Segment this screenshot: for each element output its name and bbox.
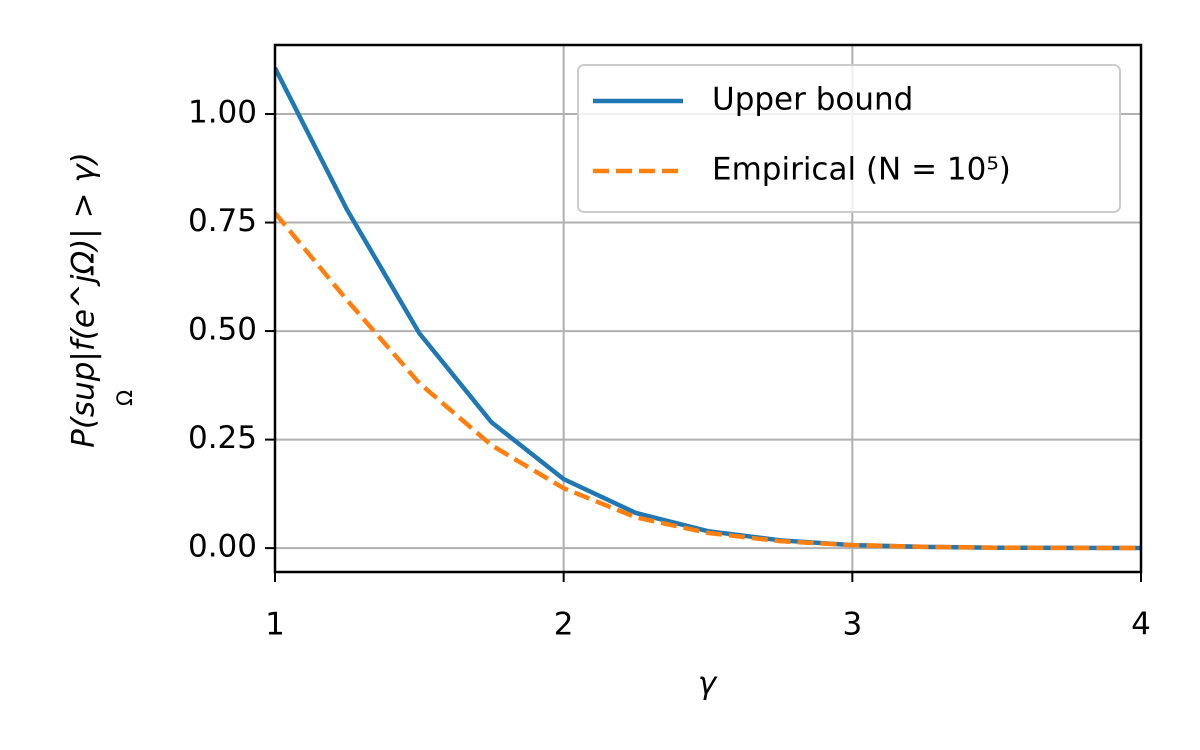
y-tick-label: 0.00 (188, 529, 257, 565)
y-tick-label: 0.75 (188, 203, 257, 239)
y-tick-label: 0.50 (188, 312, 257, 348)
y-axis-label-subscript: Ω (113, 390, 137, 406)
y-axis-label-group: P(sup|f(e^jΩ)| > γ) (66, 152, 102, 448)
plot-frame (273, 43, 1143, 574)
y-tick-label: 1.00 (188, 95, 257, 131)
legend-label: Upper bound (712, 82, 913, 118)
y-axis-label-sub-group: Ω (113, 390, 137, 406)
y-tick-label: 0.25 (188, 420, 257, 456)
y-axis-label: P(sup|f(e^jΩ)| > γ) (66, 152, 102, 448)
x-tick-label: 3 (842, 607, 862, 643)
x-axis-label: γ (698, 666, 718, 702)
legend-label: Empirical (N = 10⁵) (712, 152, 1011, 188)
legend-box (577, 64, 1121, 213)
x-tick-label: 4 (1131, 607, 1151, 643)
x-tick-label: 2 (554, 607, 574, 643)
data-line (275, 211, 1141, 551)
x-tick-label: 1 (265, 607, 285, 643)
